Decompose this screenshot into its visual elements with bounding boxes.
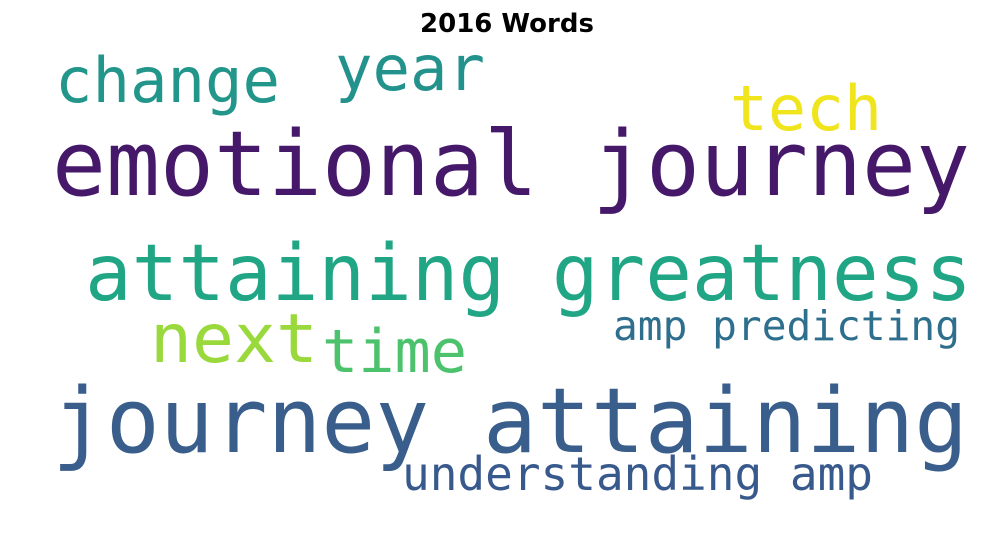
word: next: [150, 300, 318, 379]
chart-title: 2016 Words: [420, 9, 594, 39]
word: change: [55, 44, 280, 117]
word: journey attaining: [52, 369, 968, 474]
word: attaining greatness: [85, 229, 972, 319]
word: year: [335, 32, 485, 105]
word: time: [322, 317, 467, 387]
word: amp predicting: [613, 302, 960, 350]
word: emotional journey: [52, 112, 970, 217]
word: understanding amp: [402, 447, 873, 501]
word: tech: [730, 72, 882, 145]
